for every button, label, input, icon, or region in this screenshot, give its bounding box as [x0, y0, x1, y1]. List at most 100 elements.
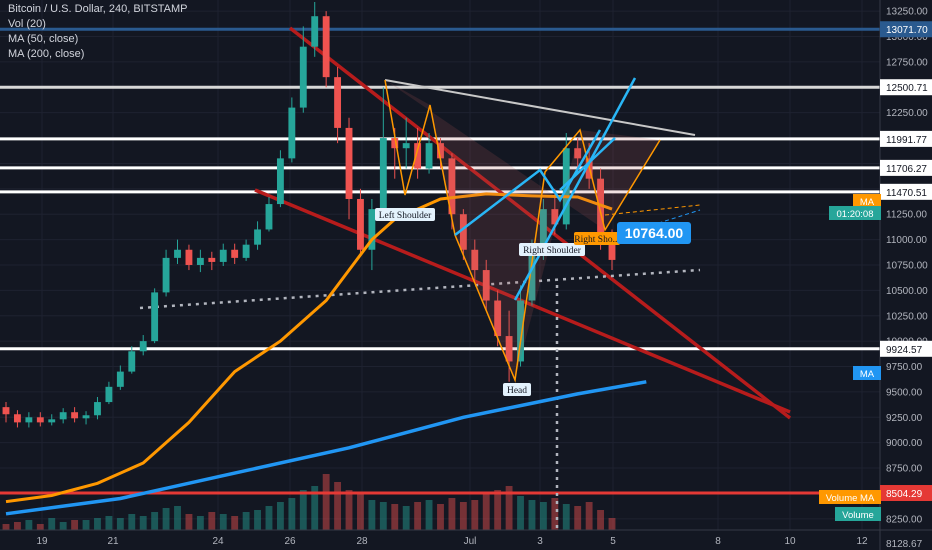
current-price-callout — [617, 222, 691, 244]
price-tick-label: 8250.00 — [886, 514, 923, 525]
volume-bar — [311, 486, 319, 530]
candle-body — [196, 257, 204, 265]
level-price-tag — [880, 485, 932, 502]
level-price-tag — [880, 21, 932, 38]
volume-bar — [585, 502, 593, 530]
volume-bar — [94, 518, 101, 530]
level-price-tag — [880, 340, 932, 357]
volume-bar — [482, 494, 490, 530]
volume-bar — [471, 500, 479, 530]
price-tick-label: 11250.00 — [886, 210, 927, 221]
volume-bar — [562, 504, 570, 530]
price-tick-label: 13000.00 — [886, 32, 928, 43]
candle-body — [254, 229, 261, 245]
candle-body — [219, 249, 227, 262]
neckline-dotted — [139, 268, 701, 310]
candle-body — [539, 209, 547, 250]
price-tick-label: 9500.00 — [886, 387, 923, 398]
candle-body — [128, 351, 136, 372]
time-tick-label: 3 — [537, 536, 543, 547]
candle-body — [71, 412, 79, 419]
volume-bar — [448, 498, 456, 530]
candle-body — [334, 77, 342, 128]
volume-bar — [105, 516, 113, 530]
candle-body — [322, 16, 330, 78]
indicator-ma200[interactable]: MA (200, close) — [8, 48, 85, 60]
level-price-tag — [880, 79, 932, 96]
current-price-text: 10764.00 — [625, 225, 684, 241]
candle-body — [94, 402, 101, 416]
volume-bar — [242, 512, 250, 530]
candle-body — [597, 178, 604, 240]
candle-body — [231, 249, 239, 258]
candle-body — [379, 138, 387, 210]
axis-tag — [819, 490, 881, 504]
pattern-label: Left Shoulder — [379, 210, 432, 221]
volume-bar — [437, 504, 444, 530]
candle-body — [139, 341, 147, 352]
volume-bar — [219, 514, 227, 530]
volume-bar — [128, 514, 136, 530]
volume-bar — [391, 504, 399, 530]
candle-body — [528, 249, 536, 301]
volume-bar — [334, 482, 342, 530]
volume-bar — [539, 502, 547, 530]
price-tick-label: 10750.00 — [886, 260, 928, 271]
candle-body — [242, 244, 250, 258]
level-price-label: 8504.29 — [886, 489, 923, 500]
volume-bar — [528, 500, 536, 530]
pattern-fill — [385, 80, 660, 380]
price-tick-label: 9750.00 — [886, 362, 923, 373]
candle-body — [517, 300, 524, 362]
candle-body — [299, 46, 307, 108]
candle-body — [357, 198, 364, 250]
pattern-label-box — [503, 383, 531, 396]
candle-body — [288, 107, 296, 159]
blue-line-1 — [513, 77, 637, 301]
volume-bar — [36, 524, 44, 530]
level-price-label: 9924.57 — [886, 345, 923, 356]
pattern-label-box — [519, 243, 585, 256]
candle-body — [345, 127, 353, 199]
volume-bar — [574, 506, 582, 530]
candle-body — [494, 300, 502, 337]
volume-bars — [2, 474, 616, 530]
candle-body — [608, 239, 616, 260]
volume-bar — [299, 490, 307, 530]
volume-bar — [357, 494, 364, 530]
candle-body — [471, 249, 479, 271]
price-tick-label: 10250.00 — [886, 311, 928, 322]
candle-body — [414, 143, 422, 169]
axis-tag — [829, 206, 881, 220]
candle-body — [402, 143, 410, 149]
axis-tag-label: Volume MA — [826, 493, 875, 504]
candle-body — [551, 209, 559, 225]
volume-bar — [494, 490, 502, 530]
axis-tag-label: Volume — [842, 510, 874, 521]
time-tick-label: 12 — [856, 536, 868, 547]
price-bottom-label: 8128.67 — [886, 539, 923, 550]
candle-body — [482, 270, 490, 301]
volume-bar — [82, 520, 90, 530]
orange-dashed-1 — [604, 204, 701, 216]
pattern-label: Right Shoulder — [523, 246, 582, 256]
candle-body — [311, 16, 319, 47]
candle-body — [425, 143, 433, 169]
time-tick-label: 24 — [212, 536, 224, 547]
volume-bar — [208, 512, 216, 530]
axis-tag — [853, 194, 881, 208]
volume-bar — [505, 486, 513, 530]
volume-bar — [116, 518, 124, 530]
indicator-ma50[interactable]: MA (50, close) — [8, 33, 79, 45]
time-tick-label: Jul — [464, 536, 477, 547]
indicator-volume[interactable]: Vol (20) — [8, 18, 46, 30]
time-tick-label: 26 — [284, 536, 296, 547]
candle-body — [82, 415, 90, 419]
volume-bar — [2, 524, 10, 530]
candle-body — [162, 257, 170, 293]
candle-body — [448, 158, 456, 215]
volume-bar — [345, 490, 353, 530]
time-tick-label: 21 — [107, 536, 119, 547]
